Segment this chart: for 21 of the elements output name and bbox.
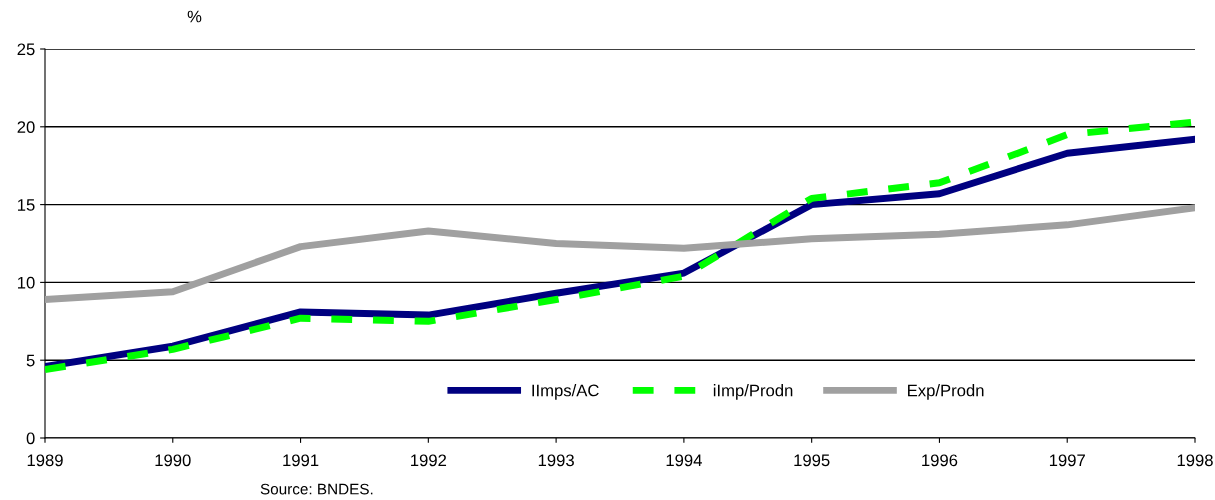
x-tick-label: 1995 [794,454,830,467]
y-tick-label: 5 [26,354,35,367]
y-tick-label: 0 [26,432,35,445]
x-tick-label: 1994 [666,454,702,467]
source-note: Source: BNDES. [260,483,373,495]
x-tick-label: 1990 [155,454,191,467]
legend-label: IImps/AC [532,384,599,400]
x-tick-label: 1992 [411,454,447,467]
x-tick-label: 1993 [538,454,574,467]
legend-label: Exp/Prodn [908,384,984,400]
x-tick-label: 1991 [283,454,319,467]
legend-label: iImp/Prodn [713,384,793,400]
x-tick-label: 1997 [1049,454,1085,467]
y-tick-label: 15 [18,199,35,211]
x-tick-label: 1998 [1177,454,1213,467]
y-tick-label: 25 [17,43,35,56]
y-axis-title: % [187,10,202,23]
x-tick-label: 1996 [922,454,958,467]
x-tick-label: 1989 [27,454,63,467]
y-tick-label: 20 [17,121,35,133]
y-tick-label: 10 [18,276,35,289]
